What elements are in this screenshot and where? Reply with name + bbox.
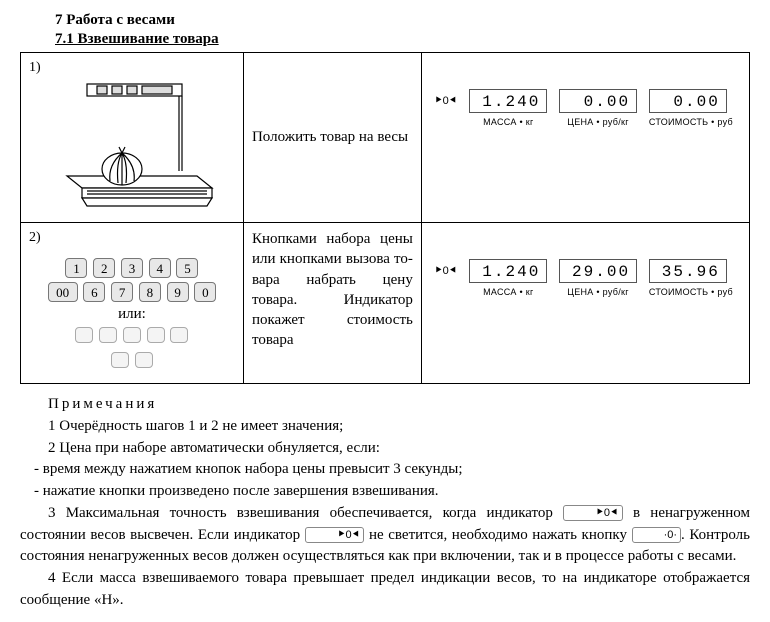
display-panel: ⯈0⯇ 1.240 МАССА • кг 0.00 ЦЕНА • руб/кг … xyxy=(430,59,741,135)
display-mass: 1.240 МАССА • кг xyxy=(469,89,547,127)
cost-value: 0.00 xyxy=(649,89,727,113)
step-number: 1) xyxy=(29,60,41,75)
key-00: 00 xyxy=(48,282,78,302)
zero-indicator-symbol: ⯈0⯇ xyxy=(563,505,623,521)
section-heading-7: 7 Работа с весами xyxy=(55,12,750,29)
key-3: 3 xyxy=(121,258,143,278)
zero-indicator-icon: ⯈0⯇ xyxy=(434,265,458,278)
zero-button-symbol: ·0· xyxy=(632,527,681,543)
section-heading-7-1: 7.1 Взвешивание товара xyxy=(55,31,750,48)
step-number: 2) xyxy=(29,230,41,245)
zero-indicator-icon: ⯈0⯇ xyxy=(434,95,458,108)
key-2: 2 xyxy=(93,258,115,278)
key-0: 0 xyxy=(194,282,216,302)
preset-key xyxy=(99,327,117,343)
notes-section: Примечания 1 Очерёдность шагов 1 и 2 не … xyxy=(20,394,750,612)
display-price: 29.00 ЦЕНА • руб/кг xyxy=(559,259,637,297)
display-price: 0.00 ЦЕНА • руб/кг xyxy=(559,89,637,127)
price-label: ЦЕНА • руб/кг xyxy=(559,287,637,297)
key-4: 4 xyxy=(149,258,171,278)
key-9: 9 xyxy=(167,282,189,302)
display-cost: 0.00 СТОИМОСТЬ • руб xyxy=(649,89,733,127)
key-6: 6 xyxy=(83,282,105,302)
cost-label: СТОИМОСТЬ • руб xyxy=(649,287,733,297)
note-1: 1 Очерёдность шагов 1 и 2 не имеет значе… xyxy=(20,416,750,438)
preset-key xyxy=(111,352,129,368)
key-1: 1 xyxy=(65,258,87,278)
note-2b: - нажатие кнопки произведено после завер… xyxy=(20,481,750,503)
price-value: 0.00 xyxy=(559,89,637,113)
note-3: 3 Максимальная точность взвешивания обес… xyxy=(20,503,750,568)
preset-key xyxy=(135,352,153,368)
display-panel: ⯈0⯇ 1.240 МАССА • кг 29.00 ЦЕНА • руб/кг… xyxy=(430,229,741,305)
cost-value: 35.96 xyxy=(649,259,727,283)
preset-key xyxy=(147,327,165,343)
mass-value: 1.240 xyxy=(469,89,547,113)
preset-key xyxy=(123,327,141,343)
scale-illustration xyxy=(42,76,222,216)
display-mass: 1.240 МАССА • кг xyxy=(469,259,547,297)
instruction-text: Положить товар на весы xyxy=(252,127,413,147)
price-value: 29.00 xyxy=(559,259,637,283)
display-cost: 35.96 СТОИМОСТЬ • руб xyxy=(649,259,733,297)
notes-title: Примечания xyxy=(20,394,750,416)
mass-value: 1.240 xyxy=(469,259,547,283)
zero-indicator-symbol: ⯈0⯇ xyxy=(305,527,365,543)
procedure-table: 1) xyxy=(20,52,750,384)
or-label: или: xyxy=(29,306,235,323)
price-label: ЦЕНА • руб/кг xyxy=(559,117,637,127)
key-8: 8 xyxy=(139,282,161,302)
mass-label: МАССА • кг xyxy=(469,117,547,127)
preset-key xyxy=(170,327,188,343)
note-2a: - время между нажатием кнопок набора цен… xyxy=(20,459,750,481)
key-5: 5 xyxy=(176,258,198,278)
note-4: 4 Если масса взвешиваемого товара превыш… xyxy=(20,568,750,612)
cost-label: СТОИМОСТЬ • руб xyxy=(649,117,733,127)
key-7: 7 xyxy=(111,282,133,302)
mass-label: МАССА • кг xyxy=(469,287,547,297)
instruction-text: Кнопками набора цены или кнопками вызова… xyxy=(252,229,413,351)
keypad-illustration: 1 2 3 4 5 00 6 7 8 9 0 или: xyxy=(29,246,235,373)
table-row: 2) 1 2 3 4 5 00 6 7 8 9 0 или: xyxy=(21,223,750,384)
note-2: 2 Цена при наборе автоматически обнуляет… xyxy=(20,438,750,460)
preset-key xyxy=(75,327,93,343)
table-row: 1) xyxy=(21,53,750,223)
